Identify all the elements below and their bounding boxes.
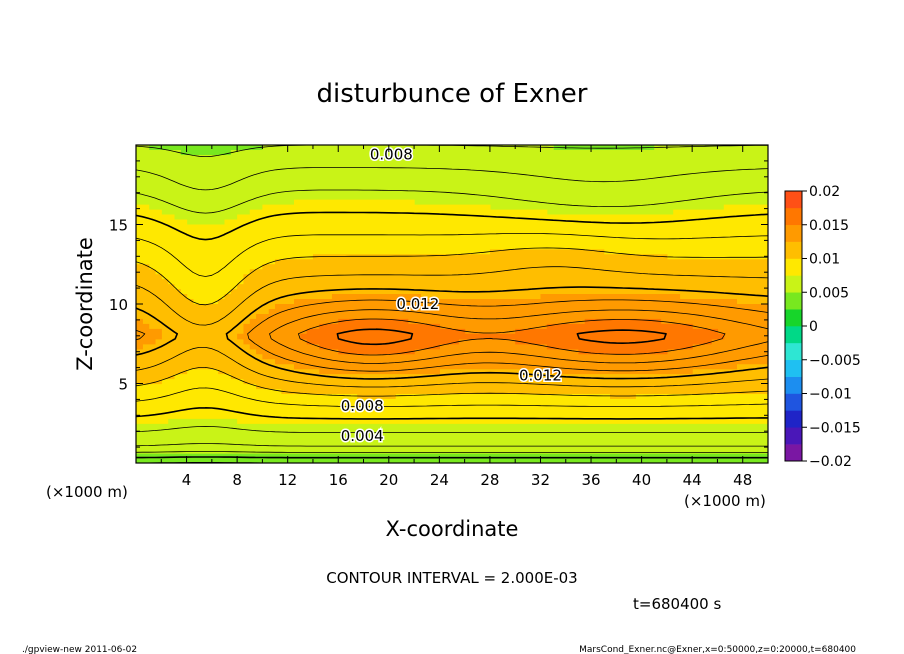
contour-label-0: 0.008 — [370, 146, 413, 164]
colorbar: 0.02 0.015 0.01 0.005 0 −0.005 −0.01 −0.015 −0.0… — [784, 184, 861, 470]
y-axis-label: Z-coordinate — [73, 237, 97, 371]
colorbar-tick-label-2: 0.01 — [809, 252, 840, 268]
x-tick-label-5: 24 — [430, 471, 449, 489]
y-tick-label-2: 15 — [109, 217, 128, 235]
filled-band-level-11 — [136, 199, 768, 424]
colorbar-swatch-9 — [785, 292, 802, 310]
colorbar-swatch-4 — [785, 376, 802, 394]
time-text: t=680400 s — [633, 595, 721, 613]
contour-label-3: 0.008 — [341, 397, 384, 415]
x-tick-label-7: 32 — [531, 471, 550, 489]
colorbar-swatch-14 — [785, 207, 802, 226]
contour-line-0.014 — [269, 309, 768, 364]
plot-area: 0.008 0.012 0.012 0.008 0.004 — [135, 144, 769, 464]
y-tick-label-0: 5 — [118, 376, 128, 394]
contour-line-0.012 — [136, 286, 768, 380]
colorbar-tick-label-3: 0.005 — [809, 285, 849, 301]
colorbar-swatch-7 — [785, 326, 802, 344]
colorbar-swatch-1 — [785, 427, 802, 445]
contour-line-0.004 — [136, 456, 768, 459]
contour-label-4: 0.004 — [341, 427, 384, 445]
x-tick-label-11: 48 — [733, 471, 752, 489]
contour-line-0.016 — [336, 328, 667, 346]
colorbar-swatch-10 — [785, 275, 802, 293]
x-unit-right: (×1000 m) — [684, 492, 766, 510]
contour-line-0.009 — [136, 233, 768, 407]
contour-lines — [136, 145, 768, 463]
contour-line-0.015 — [298, 318, 726, 356]
x-tick-label-4: 20 — [379, 471, 398, 489]
contour-line-0.008 — [136, 211, 768, 420]
colorbar-swatch-5 — [785, 359, 802, 377]
x-tick-label-0: 4 — [182, 471, 192, 489]
filled-band-level-12 — [136, 249, 768, 400]
x-tick-label-8: 36 — [581, 471, 600, 489]
contour-label-1: 0.012 — [396, 295, 439, 313]
x-axis-ticks: 4 8 12 16 20 24 28 32 36 40 44 48 — [160, 145, 752, 489]
colorbar-swatch-3 — [785, 393, 802, 411]
chart-title: disturbunce of Exner — [317, 79, 588, 109]
colorbar-swatch-0 — [785, 444, 802, 462]
footer-left: ./gpview-new 2011-06-02 — [22, 645, 137, 654]
x-axis-label: X-coordinate — [386, 517, 519, 541]
x-tick-label-6: 28 — [480, 471, 499, 489]
colorbar-tick-label-8: −0.02 — [809, 454, 852, 470]
colorbar-tick-label-4: 0 — [809, 319, 818, 335]
colorbar-tick-label-0: 0.02 — [809, 184, 840, 200]
x-tick-label-10: 44 — [683, 471, 702, 489]
colorbar-swatch-2 — [785, 410, 802, 428]
contour-line-0.013 — [136, 299, 768, 372]
colorbar-tick-label-1: 0.015 — [809, 218, 849, 234]
y-tick-label-1: 10 — [109, 296, 128, 314]
x-tick-label-2: 12 — [278, 471, 297, 489]
x-tick-label-9: 40 — [632, 471, 651, 489]
colorbar-swatch-6 — [785, 342, 802, 361]
contour-labels: 0.008 0.012 0.012 0.008 0.004 — [339, 144, 563, 446]
colorbar-tick-label-5: −0.005 — [809, 353, 861, 369]
contour-line-0.010 — [136, 247, 768, 397]
colorbar-swatch-12 — [785, 241, 802, 259]
x-tick-label-3: 16 — [329, 471, 348, 489]
x-tick-label-1: 8 — [232, 471, 242, 489]
contour-line-0.011 — [136, 266, 768, 388]
colorbar-swatch-8 — [785, 309, 802, 327]
contour-line-0.006 — [136, 167, 768, 447]
colorbar-tick-label-6: −0.01 — [809, 387, 852, 403]
colorbar-swatch-15 — [785, 191, 802, 209]
filled-band-level-10 — [136, 145, 768, 454]
y-axis-ticks: 5 10 15 — [109, 160, 768, 448]
contour-interval-text: CONTOUR INTERVAL = 2.000E-03 — [326, 569, 577, 587]
colorbar-swatch-13 — [785, 224, 802, 242]
x-unit-left: (×1000 m) — [46, 483, 128, 501]
contour-label-2: 0.012 — [519, 367, 562, 385]
filled-band-level-14 — [300, 318, 725, 355]
contour-line-0.005 — [136, 145, 768, 453]
colorbar-swatch-11 — [785, 258, 802, 276]
footer-right: MarsCond_Exner.nc@Exner,x=0:50000,z=0:20… — [579, 645, 856, 654]
colorbar-tick-label-7: −0.015 — [809, 420, 861, 436]
